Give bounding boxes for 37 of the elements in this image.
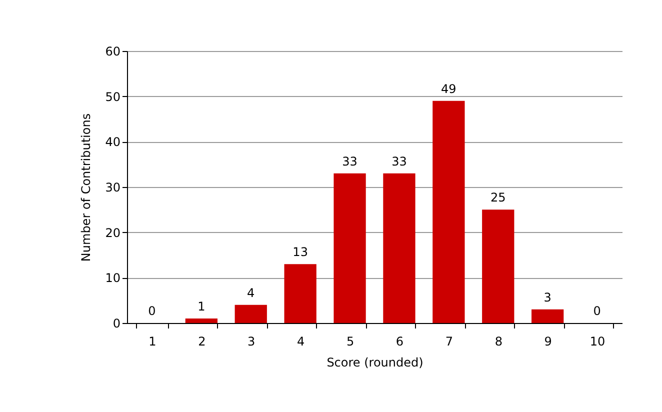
x-tick-label: 10 (590, 334, 606, 348)
y-tick-label: 10 (105, 271, 120, 286)
x-tick-label: 9 (544, 334, 552, 348)
y-tick-label: 0 (112, 316, 120, 330)
data-label: 0 (593, 304, 601, 318)
data-label: 4 (247, 286, 255, 300)
y-tick-label: 50 (105, 90, 120, 104)
bar (185, 318, 218, 323)
bar (334, 173, 366, 323)
x-tick-label: 2 (198, 334, 206, 348)
data-label: 33 (392, 154, 407, 168)
data-label: 3 (544, 290, 552, 304)
bar (234, 304, 267, 323)
bar (482, 210, 514, 323)
bar (284, 264, 316, 323)
x-tick-label: 7 (445, 334, 453, 348)
bar (383, 173, 416, 323)
bar (432, 100, 465, 323)
y-axis-title: Number of Contributions (79, 113, 94, 262)
bar (532, 309, 564, 323)
x-tick-label: 8 (494, 334, 502, 348)
x-tick-label: 6 (396, 334, 404, 348)
data-label: 0 (148, 304, 156, 318)
y-tick-label: 20 (105, 226, 120, 240)
x-tick-label: 3 (248, 334, 256, 348)
y-tick-label: 30 (105, 180, 120, 194)
x-tick-label: 5 (346, 334, 354, 348)
data-label: 33 (342, 154, 358, 168)
data-label: 49 (441, 82, 456, 96)
y-tick-label: 60 (105, 44, 120, 58)
x-tick-label: 1 (148, 334, 156, 348)
data-label: 13 (292, 245, 308, 260)
x-tick-label: 4 (297, 334, 305, 348)
data-label: 25 (490, 190, 506, 205)
data-label: 1 (198, 299, 206, 314)
y-tick-label: 40 (105, 135, 120, 150)
x-axis-title: Score (rounded) (326, 356, 424, 370)
